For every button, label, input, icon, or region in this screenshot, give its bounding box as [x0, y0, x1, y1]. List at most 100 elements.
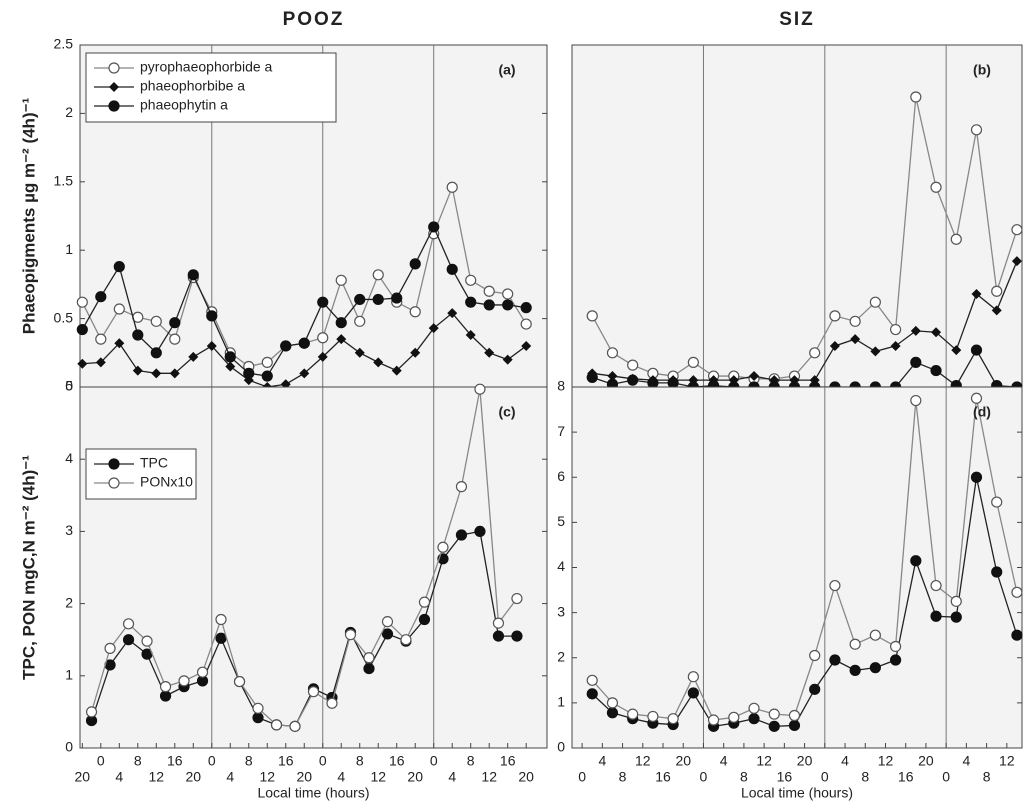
marker [889, 640, 902, 653]
marker [869, 662, 881, 674]
marker [521, 340, 532, 351]
x-tick-label: 16 [278, 753, 294, 769]
marker [150, 347, 162, 359]
marker [381, 616, 394, 628]
marker [206, 340, 217, 351]
x-tick-label: 0 [700, 769, 708, 785]
marker [627, 374, 639, 386]
x-tick-label: 0 [97, 753, 105, 769]
marker [122, 634, 135, 646]
marker [428, 221, 440, 233]
marker [483, 285, 495, 297]
marker [428, 323, 439, 334]
x-tick-label: 4 [598, 753, 606, 769]
x-tick-label: 20 [75, 769, 91, 785]
marker [354, 293, 366, 306]
y-tick-label: 5 [557, 513, 565, 529]
marker [520, 318, 532, 330]
marker [627, 708, 639, 720]
marker [206, 310, 218, 322]
marker [749, 371, 760, 382]
marker [606, 697, 619, 709]
marker [484, 347, 495, 358]
y-tick-label: 7 [557, 423, 565, 439]
marker [502, 288, 514, 300]
y-tick-label: 4 [557, 558, 565, 574]
y-axis-label: TPC, PON mgC,N m⁻² (4h)⁻¹ [19, 455, 38, 680]
y-tick-label: 0 [557, 739, 565, 755]
x-tick-label: 20 [918, 753, 934, 769]
marker [465, 296, 477, 308]
panel-label: (b) [973, 62, 991, 78]
x-tick-label: 20 [407, 769, 423, 785]
y-tick-label: 1.5 [54, 173, 74, 189]
marker [869, 629, 881, 641]
x-tick-label: 0 [208, 753, 216, 769]
x-tick-label: 4 [226, 769, 234, 785]
marker [261, 370, 273, 382]
marker [95, 333, 107, 345]
marker [829, 310, 841, 322]
marker [455, 529, 468, 541]
marker [354, 315, 366, 327]
x-tick-label: 20 [518, 769, 534, 785]
marker [178, 675, 190, 687]
marker [970, 344, 983, 356]
marker [829, 654, 841, 666]
x-tick-label: 16 [500, 753, 516, 769]
series-line [591, 477, 1018, 728]
marker [667, 377, 679, 389]
marker [707, 714, 720, 726]
marker [141, 635, 153, 647]
marker [667, 713, 679, 725]
x-tick-label: 16 [898, 769, 914, 785]
marker [336, 334, 347, 345]
marker [492, 617, 505, 629]
marker [889, 654, 902, 666]
marker [930, 610, 942, 622]
marker [930, 364, 942, 377]
y-tick-label: 1 [557, 694, 565, 710]
marker [647, 710, 659, 723]
marker [307, 686, 320, 698]
marker [511, 630, 523, 642]
x-tick-label: 12 [370, 769, 386, 785]
marker [446, 181, 458, 193]
x-tick-label: 8 [356, 753, 364, 769]
y-tick-label: 1 [65, 667, 73, 683]
x-tick-label: 20 [675, 753, 691, 769]
marker [95, 357, 106, 368]
marker [169, 368, 180, 379]
x-tick-label: 4 [962, 753, 970, 769]
marker [76, 296, 88, 308]
marker [354, 347, 365, 358]
plot-area [571, 44, 1023, 388]
marker [483, 299, 495, 311]
marker [446, 263, 458, 275]
marker [400, 634, 412, 646]
y-tick-label: 3 [65, 522, 73, 538]
marker [391, 365, 402, 376]
marker [502, 354, 513, 365]
marker [317, 296, 329, 308]
x-axis-label: Local time (hours) [257, 785, 369, 801]
marker [910, 555, 922, 567]
marker [224, 351, 236, 363]
marker [970, 124, 983, 136]
marker [150, 315, 162, 327]
series-line [591, 96, 1018, 380]
marker [243, 367, 255, 379]
legend-box [85, 448, 197, 500]
marker [447, 308, 458, 319]
y-tick-label: 1 [65, 241, 73, 257]
marker [188, 351, 199, 362]
marker [410, 347, 421, 358]
marker [1011, 256, 1022, 267]
marker [215, 613, 227, 626]
legend-marker [108, 458, 120, 470]
marker [768, 720, 780, 732]
marker [335, 274, 347, 286]
x-tick-label: 16 [389, 753, 405, 769]
marker [647, 377, 659, 389]
